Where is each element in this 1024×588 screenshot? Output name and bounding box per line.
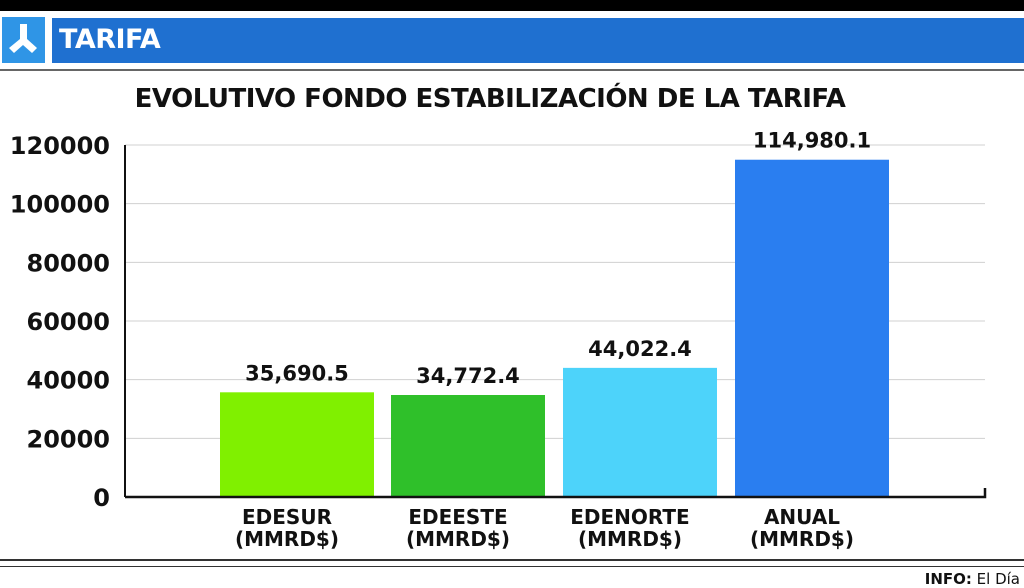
source-credit: INFO: El Día	[925, 570, 1020, 588]
y-tick-label: 60000	[27, 308, 111, 336]
y-tick-label: 100000	[10, 191, 110, 219]
y-tick-label: 40000	[27, 367, 111, 395]
section-title: TARIFA	[59, 24, 161, 55]
x-tick-label: ANUAL	[764, 505, 840, 529]
x-tick-label: EDENORTE	[570, 505, 689, 529]
y-tick-label: 80000	[27, 249, 111, 277]
bar	[735, 159, 889, 497]
chart-title: EVOLUTIVO FONDO ESTABILIZACIÓN DE LA TAR…	[134, 84, 846, 114]
divider	[0, 69, 1024, 71]
data-label: 44,022.4	[588, 337, 692, 361]
utility-logo-icon	[2, 17, 45, 63]
source-label: INFO:	[924, 570, 972, 588]
x-tick-label: EDESUR	[242, 505, 332, 529]
source-name: El Día	[976, 570, 1020, 588]
divider	[0, 559, 1024, 561]
x-tick-label: (MMRD$)	[750, 527, 854, 551]
x-tick-label: (MMRD$)	[578, 527, 682, 551]
y-tick-label: 120000	[10, 132, 110, 160]
bar	[391, 395, 545, 497]
top-bar	[0, 0, 1024, 11]
bar	[563, 367, 717, 497]
y-tick-label: 0	[93, 484, 110, 512]
section-header: TARIFA	[52, 18, 1024, 63]
data-label: 35,690.5	[245, 361, 349, 385]
x-tick-label: (MMRD$)	[406, 527, 510, 551]
y-tick-label: 20000	[27, 425, 111, 453]
data-label: 34,772.4	[416, 364, 520, 388]
x-tick-label: (MMRD$)	[235, 527, 339, 551]
divider	[0, 566, 1024, 567]
x-axis	[125, 488, 987, 499]
bar	[220, 392, 374, 497]
data-label: 114,980.1	[753, 129, 871, 153]
x-tick-label: EDEESTE	[408, 505, 507, 529]
